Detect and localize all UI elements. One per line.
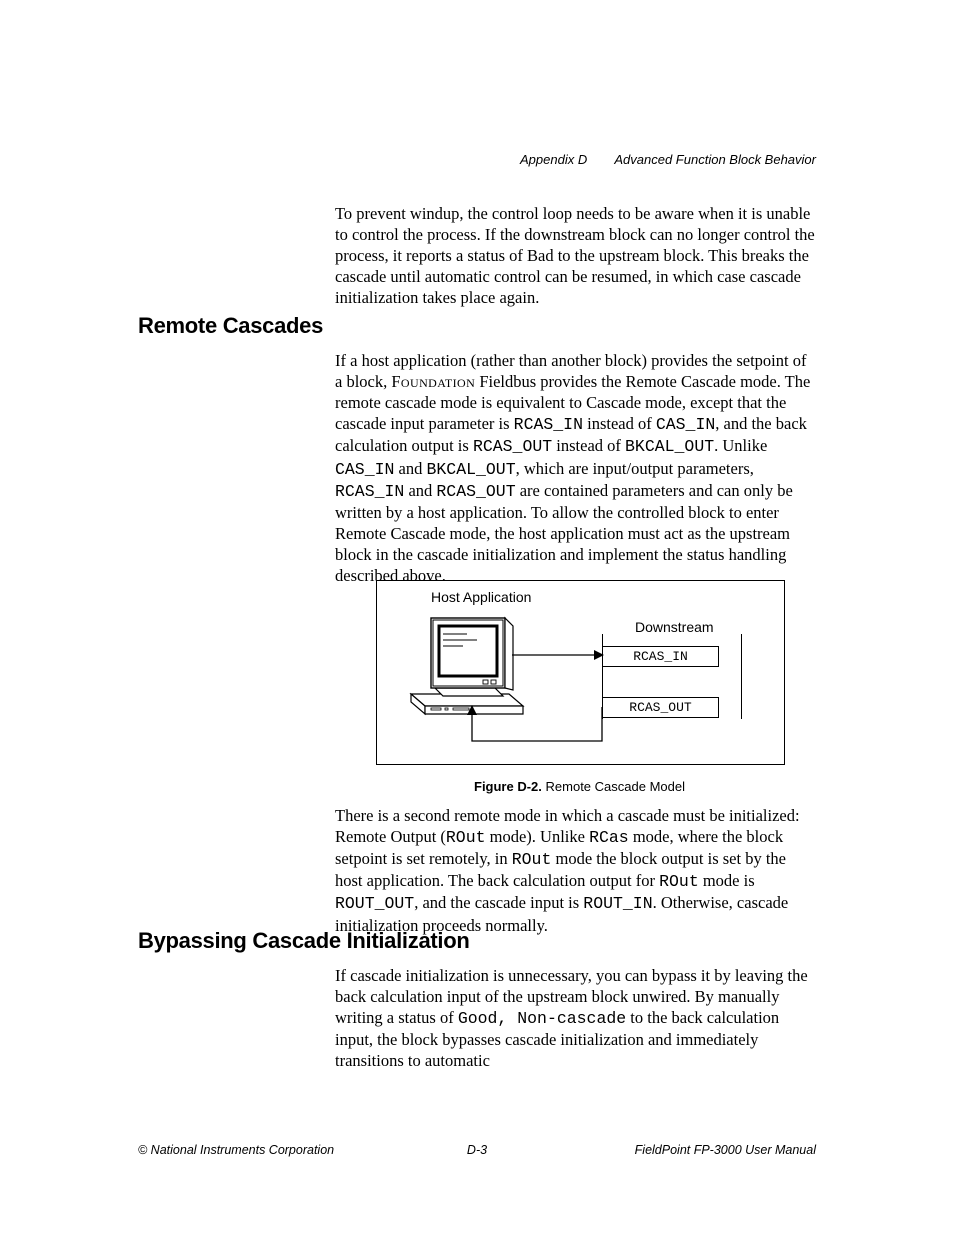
sr-m3: ROut: [512, 850, 552, 869]
rp-frag7: and: [394, 459, 426, 478]
figure-caption-num: Figure D-2.: [474, 779, 542, 794]
rp-m1: RCAS_IN: [514, 415, 583, 434]
footer-page-number: D-3: [138, 1143, 816, 1157]
heading-remote-cascades: Remote Cascades: [138, 313, 323, 339]
second-remote-paragraph: There is a second remote mode in which a…: [335, 805, 816, 936]
bypass-paragraph: If cascade initialization is unnecessary…: [335, 965, 816, 1072]
figure-caption-text: Remote Cascade Model: [542, 779, 685, 794]
rp-m6: BKCAL_OUT: [427, 460, 516, 479]
page-footer: © National Instruments Corporation D-3 F…: [138, 1143, 816, 1157]
sr-frag5: mode is: [699, 871, 755, 890]
host-application-label: Host Application: [431, 589, 531, 605]
sr-m4: ROut: [659, 872, 699, 891]
bp-m1: Good, Non-cascade: [458, 1009, 626, 1028]
rp-m8: RCAS_OUT: [436, 482, 515, 501]
rp-m4: BKCAL_OUT: [625, 437, 714, 456]
appendix-label: Appendix D: [520, 152, 587, 167]
downstream-label: Downstream: [635, 619, 714, 635]
heading-bypass: Bypassing Cascade Initialization: [138, 928, 470, 954]
rp-m2: CAS_IN: [656, 415, 715, 434]
sr-m6: ROUT_IN: [583, 894, 652, 913]
sr-m5: ROUT_OUT: [335, 894, 414, 913]
rcas-out-box: RCAS_OUT: [602, 697, 719, 718]
rp-foundation: Foundation: [391, 372, 475, 391]
page-header: Appendix D Advanced Function Block Behav…: [520, 152, 816, 167]
rp-frag8: , which are input/output parameters,: [516, 459, 754, 478]
figure-caption: Figure D-2. Remote Cascade Model: [376, 779, 783, 794]
rp-frag9: and: [404, 481, 436, 500]
rp-frag6: . Unlike: [714, 436, 767, 455]
rcas-in-box: RCAS_IN: [602, 646, 719, 667]
downstream-box-right-line: [741, 634, 742, 719]
rp-frag3: instead of: [583, 414, 656, 433]
arrow-to-rcas-in: [512, 641, 604, 671]
intro-paragraph: To prevent windup, the control loop need…: [335, 203, 816, 309]
header-title: Advanced Function Block Behavior: [614, 152, 816, 167]
figure-remote-cascade: Host Application Downstream RCAS_IN RCAS…: [376, 580, 785, 765]
sr-frag2: mode). Unlike: [486, 827, 590, 846]
rp-frag5: instead of: [552, 436, 625, 455]
sr-frag6: , and the cascade input is: [414, 893, 583, 912]
rp-m7: RCAS_IN: [335, 482, 404, 501]
sr-m1: ROut: [446, 828, 486, 847]
rp-m5: CAS_IN: [335, 460, 394, 479]
rp-m3: RCAS_OUT: [473, 437, 552, 456]
sr-m2: RCas: [589, 828, 629, 847]
page: Appendix D Advanced Function Block Behav…: [0, 0, 954, 1235]
arrow-from-rcas-out: [462, 701, 604, 751]
remote-paragraph: If a host application (rather than anoth…: [335, 350, 816, 586]
